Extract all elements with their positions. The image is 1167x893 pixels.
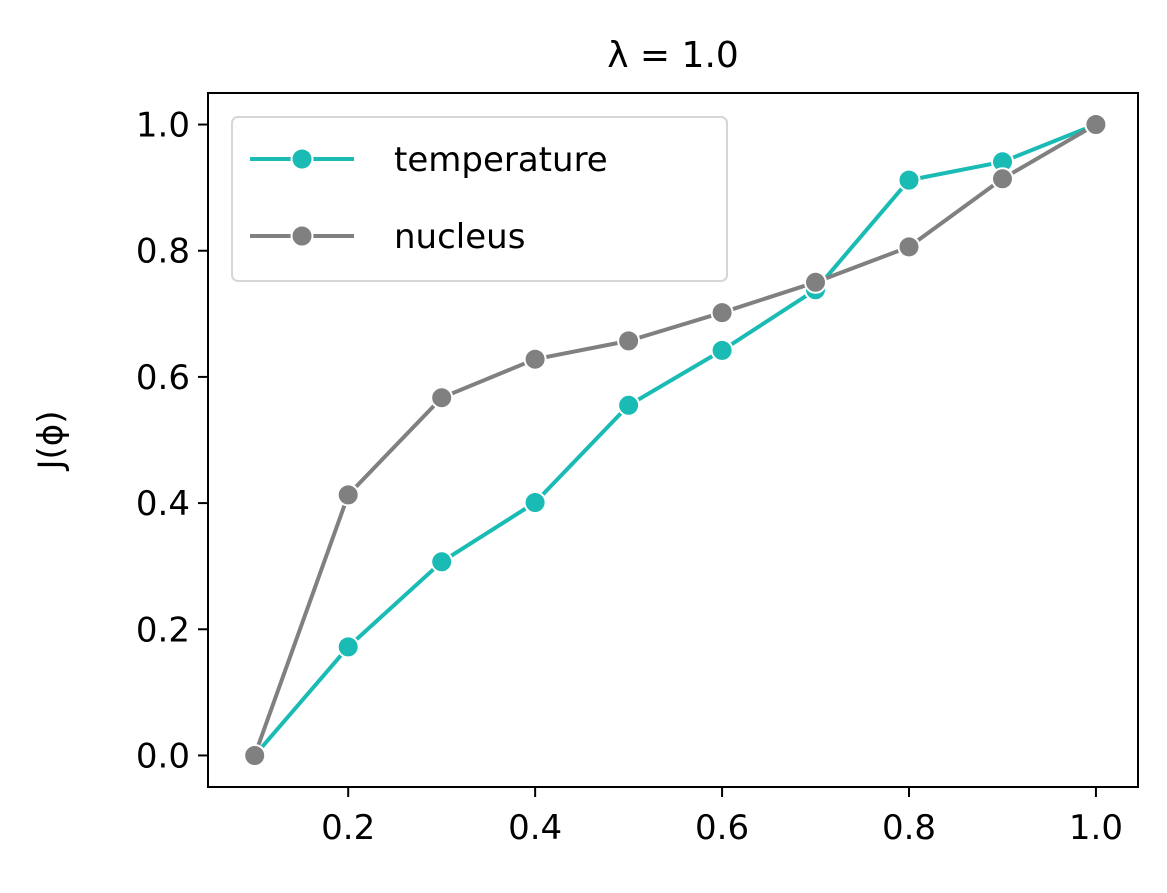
x-tick-label: 0.2	[321, 808, 375, 848]
y-tick-label: 0.8	[136, 232, 190, 272]
legend-box	[231, 116, 728, 282]
data-point-temperature	[336, 635, 360, 659]
x-tick-label: 1.0	[1069, 808, 1123, 848]
axes: 0.2 0.4 0.6 0.8 1.0 0.0 0.2 0.4 0.6 0.8 1.0	[136, 92, 1139, 848]
legend-label-temperature: temperature	[394, 140, 608, 180]
series-line-nucleus	[252, 122, 1098, 758]
axes-frame	[207, 92, 1139, 788]
x-tick-label: 0.4	[508, 808, 562, 848]
data-point-temperature	[617, 393, 641, 417]
data-point-temperature	[710, 338, 734, 362]
legend-marker-temperature	[290, 147, 314, 171]
data-point-temperature	[897, 168, 921, 192]
chart-title: λ = 1.0	[607, 35, 739, 76]
data-point-nucleus	[1084, 113, 1108, 136]
legend-label-nucleus: nucleus	[394, 217, 525, 257]
data-point-temperature	[523, 491, 547, 514]
y-tick-label: 0.4	[136, 484, 190, 524]
y-tick-label: 1.0	[136, 106, 190, 146]
data-point-nucleus	[991, 167, 1014, 191]
data-point-nucleus	[336, 483, 360, 507]
data-point-nucleus	[617, 329, 641, 353]
plot-area	[243, 113, 1108, 767]
data-point-nucleus	[523, 347, 547, 371]
data-point-nucleus	[897, 235, 921, 259]
legend: temperature nucleus	[231, 116, 728, 282]
data-point-nucleus	[430, 386, 454, 410]
y-tick-label: 0.2	[136, 610, 190, 650]
y-tick-label: 0.6	[136, 358, 190, 398]
data-point-nucleus	[804, 270, 827, 294]
x-tick-label: 0.8	[882, 808, 936, 848]
legend-marker-nucleus	[290, 224, 314, 248]
data-point-temperature	[430, 550, 454, 574]
data-point-nucleus	[243, 744, 267, 767]
x-tick-label: 0.6	[695, 808, 749, 848]
y-axis-label: J(ϕ)	[31, 411, 71, 472]
y-tick-label: 0.0	[136, 736, 190, 776]
data-point-nucleus	[710, 301, 734, 325]
series-line-temperature	[252, 122, 1098, 758]
